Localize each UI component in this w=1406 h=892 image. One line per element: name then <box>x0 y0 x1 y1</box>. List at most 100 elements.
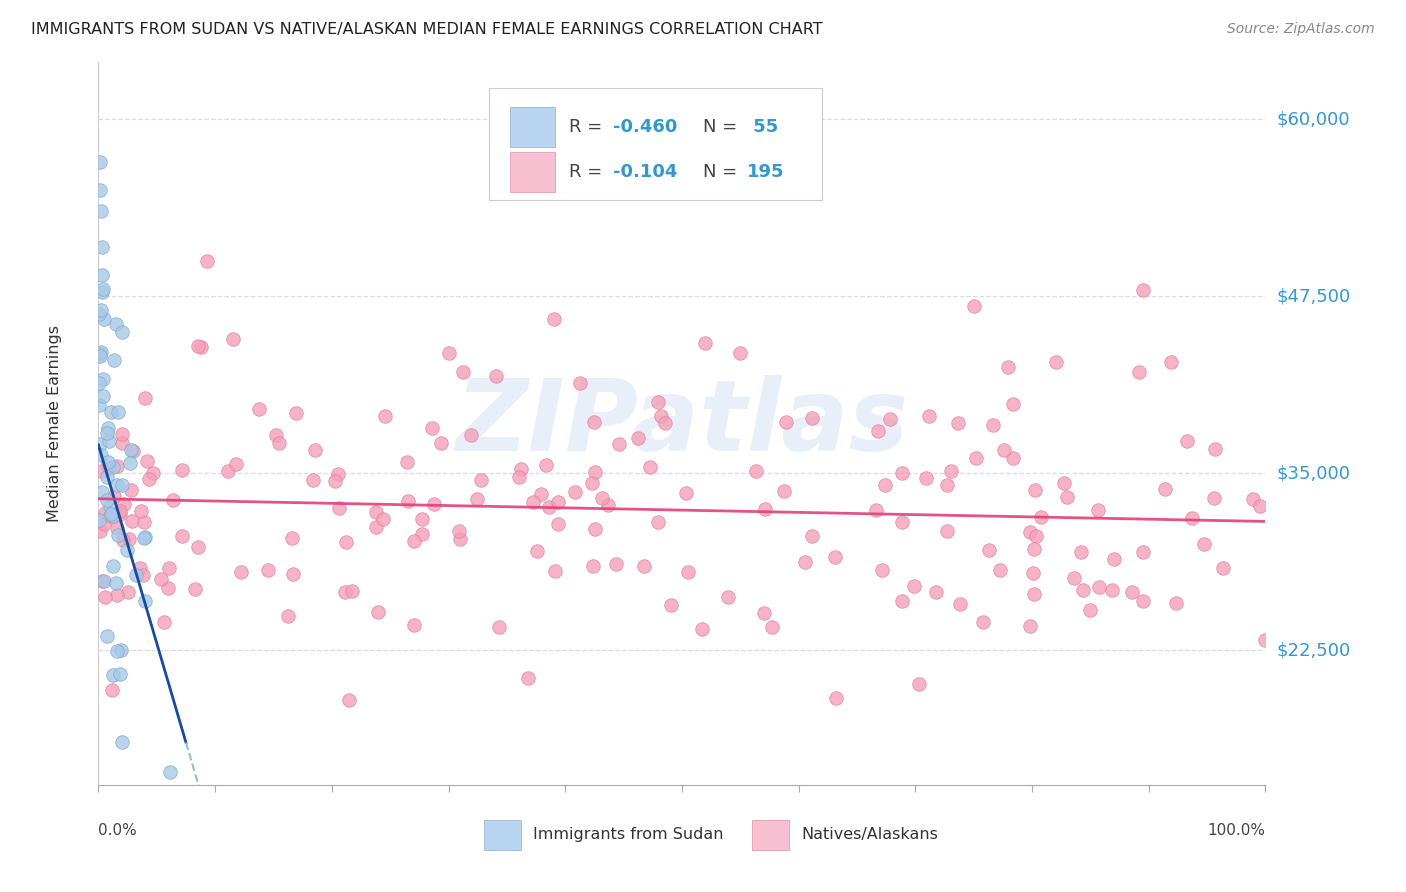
Point <box>93 506 115 520</box>
Point <box>134 593 156 607</box>
Point <box>488 620 510 634</box>
Point <box>87 307 110 321</box>
Text: 100.0%: 100.0% <box>1208 822 1265 838</box>
Point <box>134 530 156 544</box>
Point <box>108 503 131 517</box>
Text: 195: 195 <box>747 162 785 181</box>
Text: N =: N = <box>703 162 742 181</box>
Point <box>105 317 128 331</box>
Point <box>647 395 669 409</box>
Point <box>101 559 124 574</box>
Text: 55: 55 <box>747 118 779 136</box>
Point <box>93 372 115 386</box>
Point <box>117 584 139 599</box>
Point <box>1132 284 1154 298</box>
Point <box>1160 355 1182 369</box>
Point <box>374 409 396 424</box>
Point <box>717 590 740 604</box>
Point <box>111 478 134 492</box>
Point <box>96 492 118 507</box>
Point <box>111 533 134 547</box>
Point <box>879 412 901 426</box>
Point <box>1202 491 1225 505</box>
Text: ZIPatlas: ZIPatlas <box>456 376 908 472</box>
Point <box>89 376 111 390</box>
Point <box>915 471 938 485</box>
Point <box>745 464 768 478</box>
Point <box>981 418 1004 433</box>
Point <box>229 566 252 580</box>
Point <box>988 563 1011 577</box>
Point <box>103 353 125 368</box>
Point <box>605 557 627 571</box>
Point <box>1045 355 1067 369</box>
Text: $47,500: $47,500 <box>1277 287 1351 305</box>
Point <box>908 676 931 690</box>
Point <box>90 285 112 299</box>
Point <box>825 691 848 706</box>
Point <box>447 524 470 538</box>
Point <box>1019 524 1042 539</box>
Text: $60,000: $60,000 <box>1277 110 1350 128</box>
Point <box>1104 552 1126 566</box>
Point <box>420 420 443 434</box>
Point <box>367 605 389 619</box>
Point <box>105 588 128 602</box>
FancyBboxPatch shape <box>489 87 823 200</box>
Point <box>267 435 290 450</box>
Point <box>800 529 823 543</box>
Point <box>1022 566 1045 581</box>
Bar <box>752 820 789 850</box>
Point <box>96 470 118 484</box>
Point <box>890 594 912 608</box>
Point <box>340 583 363 598</box>
Point <box>1204 442 1226 456</box>
Point <box>111 436 134 450</box>
Point <box>90 448 112 462</box>
Point <box>89 524 111 538</box>
Point <box>437 346 460 360</box>
Point <box>962 299 984 313</box>
Point <box>284 406 307 420</box>
Point <box>328 500 350 515</box>
Point <box>654 417 676 431</box>
Point <box>195 253 218 268</box>
Point <box>633 559 655 574</box>
Point <box>103 489 125 503</box>
Point <box>110 507 132 521</box>
Point <box>526 544 548 558</box>
Text: R =: R = <box>568 162 607 181</box>
Point <box>93 311 115 326</box>
Bar <box>510 152 555 192</box>
Point <box>675 485 697 500</box>
Point <box>583 522 606 536</box>
Point <box>581 475 603 490</box>
Point <box>89 346 111 360</box>
Point <box>935 524 957 539</box>
Point <box>115 542 138 557</box>
Point <box>676 565 699 579</box>
Point <box>1175 434 1198 449</box>
Point <box>87 513 110 527</box>
Point <box>187 540 209 554</box>
Point <box>582 415 605 429</box>
Point <box>1088 580 1111 594</box>
Point <box>100 508 122 523</box>
Point <box>470 473 492 487</box>
Point <box>430 436 453 450</box>
Point <box>90 268 112 282</box>
Point <box>159 764 181 779</box>
Point <box>337 692 360 706</box>
Point <box>122 443 145 458</box>
Text: Natives/Alaskans: Natives/Alaskans <box>801 827 938 842</box>
Point <box>1249 499 1271 513</box>
Point <box>333 585 356 599</box>
Point <box>794 555 817 569</box>
Point <box>538 500 561 514</box>
Point <box>690 622 713 636</box>
Point <box>97 420 120 434</box>
Point <box>90 303 112 318</box>
Point <box>1132 593 1154 607</box>
Point <box>93 574 115 589</box>
Point <box>97 434 120 448</box>
